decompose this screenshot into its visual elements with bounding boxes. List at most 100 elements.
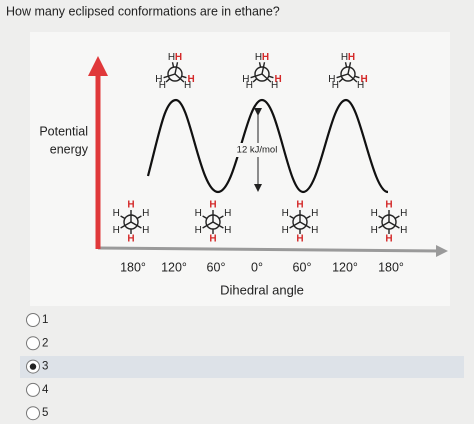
newman-atom-label: H [184,80,191,91]
newman-bond [378,221,390,229]
y-axis-label: Potential [39,124,88,138]
radio-button[interactable] [26,406,40,421]
newman-atom-label: H [188,74,195,85]
newman-atom-label: H [371,225,378,236]
newman-atom-label: H [282,208,289,219]
newman-bond [268,75,274,79]
newman-bond [163,73,176,79]
newman-atom-label: H [341,52,348,63]
newman-atom-label: H [311,208,318,219]
y-axis-label: energy [50,142,89,156]
newman-atom-label: H [271,80,278,91]
newman-atom-label: H [195,225,202,236]
newman-bond [336,73,349,79]
newman-atom-label: H [296,234,303,245]
newman-atom-label: H [385,200,392,211]
newman-atom-label: H [209,234,216,245]
newman-bond [174,62,179,75]
newman-atom-label: H [361,74,368,85]
x-tick-label: 60° [293,260,312,274]
newman-atom-label: H [159,80,166,91]
newman-atom-label: H [242,74,249,85]
newman-atom-label: H [371,208,378,219]
newman-atom-label: H [385,234,392,245]
option-label[interactable]: 1 [42,314,48,326]
newman-atom-label: H [328,74,335,85]
newman-atom-label: H [246,80,253,91]
newman-bond [378,215,384,220]
x-axis-label: Dihedral angle [220,282,304,297]
newman-atom-label: H [282,225,289,236]
newman-bond [347,62,352,75]
barrier-label-bg [236,143,278,157]
newman-bond [202,215,208,220]
newman-atom-label: H [127,234,134,245]
newman-atom-label: H [142,225,149,236]
newman-atom-label: H [224,208,231,219]
newman-bond [171,62,175,68]
newman-bond [130,221,142,229]
newman-atom-label: H [311,225,318,236]
newman-bond [394,215,400,220]
newman-back-carbon [167,66,183,82]
newman-atom-label: H [142,208,149,219]
option-label[interactable]: 4 [42,384,49,396]
x-tick-label: 120° [161,260,187,274]
newman-atom-label: H [262,52,269,63]
newman-bond [252,78,258,83]
newman-bond [261,62,266,75]
newman-atom-label: H [113,225,120,236]
newman-atom-label: H [348,52,355,63]
x-tick-label: 0° [251,260,263,274]
option-label[interactable]: 5 [42,407,48,419]
newman-atom-label: H [400,225,407,236]
newman-atom-label: H [155,74,162,85]
newman-atom-label: H [255,52,262,63]
newman-bond [289,221,301,229]
newman-atom-label: H [296,200,303,211]
newman-bond [344,62,348,68]
option-label[interactable]: 3 [42,361,48,373]
newman-bond [202,221,214,229]
newman-bond [165,78,171,83]
x-tick-label: 180° [378,260,404,274]
newman-back-carbon [254,66,270,82]
x-tick-label: 60° [207,260,226,274]
newman-bond [338,78,344,83]
newman-bond [120,221,132,229]
newman-atom-label: H [113,208,120,219]
newman-atom-label: H [175,52,182,63]
newman-bond [218,215,224,220]
newman-bond [388,221,400,229]
newman-atom-label: H [357,80,364,91]
newman-atom-label: H [168,52,175,63]
newman-bond [299,221,311,229]
radio-button[interactable] [26,313,40,327]
barrier-label: 12 kJ/mol [237,145,278,156]
newman-atom-label: H [400,208,407,219]
newman-atom-label: H [332,80,339,91]
newman-bond [354,75,360,79]
newman-bond [212,221,224,229]
x-axis [97,246,443,253]
energy-curve [146,98,389,194]
x-axis-arrow [436,245,448,257]
selected-row [20,356,464,378]
newman-bond [258,62,262,68]
radio-button[interactable] [26,336,40,351]
newman-bond [305,215,311,220]
newman-back-carbon [340,66,356,82]
newman-bond [289,215,295,220]
newman-bond [347,73,358,83]
y-axis-arrow [88,56,108,76]
radio-button[interactable] [26,382,40,397]
newman-atom-label: H [224,225,231,236]
newman-atom-label: H [209,200,216,211]
newman-bond [120,215,126,220]
newman-atom-label: H [275,74,282,85]
question-text: How many eclipsed conformations are in e… [6,4,280,18]
newman-atom-label: H [127,200,134,211]
newman-bond [181,75,187,79]
option-label[interactable]: 2 [42,337,48,349]
